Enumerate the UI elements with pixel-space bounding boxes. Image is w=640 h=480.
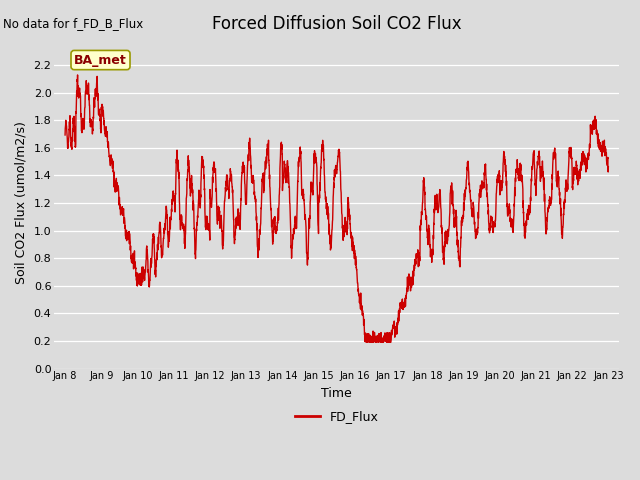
Text: No data for f_FD_B_Flux: No data for f_FD_B_Flux (3, 17, 143, 30)
X-axis label: Time: Time (321, 387, 352, 400)
Text: BA_met: BA_met (74, 54, 127, 67)
Title: Forced Diffusion Soil CO2 Flux: Forced Diffusion Soil CO2 Flux (212, 15, 461, 33)
Y-axis label: Soil CO2 Flux (umol/m2/s): Soil CO2 Flux (umol/m2/s) (15, 121, 28, 284)
Legend: FD_Flux: FD_Flux (290, 406, 383, 429)
